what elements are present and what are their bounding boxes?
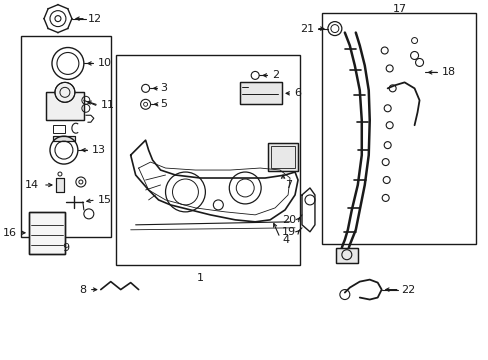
Text: 10: 10: [98, 58, 112, 68]
Text: 17: 17: [392, 4, 406, 14]
Bar: [270, 146, 294, 168]
Text: 18: 18: [441, 67, 455, 77]
Bar: [53, 136, 75, 141]
Text: 7: 7: [285, 180, 292, 190]
Text: 22: 22: [401, 284, 415, 294]
Text: 6: 6: [293, 88, 301, 98]
Text: 14: 14: [25, 180, 39, 190]
Text: 8: 8: [80, 284, 87, 294]
Bar: [46, 92, 83, 120]
Text: 15: 15: [98, 195, 112, 205]
Bar: [46, 92, 83, 120]
Bar: [116, 55, 300, 265]
Bar: [240, 82, 282, 104]
Bar: [321, 13, 475, 244]
Text: 19: 19: [281, 227, 295, 237]
Text: 11: 11: [101, 100, 115, 110]
Bar: [335, 248, 357, 263]
Bar: [335, 248, 357, 263]
Bar: [53, 136, 75, 141]
Bar: [53, 125, 65, 133]
Text: 21: 21: [299, 24, 313, 33]
Bar: [56, 178, 64, 192]
Bar: [29, 212, 65, 254]
Text: 13: 13: [92, 145, 105, 155]
Text: 5: 5: [160, 99, 167, 109]
Text: 9: 9: [62, 243, 69, 253]
Bar: [29, 212, 65, 254]
Bar: [240, 82, 282, 104]
Text: 20: 20: [281, 215, 295, 225]
Bar: [267, 143, 297, 171]
Bar: [267, 143, 297, 171]
Text: 2: 2: [271, 71, 279, 80]
Text: 1: 1: [197, 273, 203, 283]
Text: 4: 4: [282, 235, 288, 245]
Text: 12: 12: [88, 14, 102, 24]
Text: 16: 16: [3, 228, 17, 238]
Bar: [56, 178, 64, 192]
Circle shape: [55, 82, 75, 102]
Bar: [21, 36, 110, 237]
Text: 3: 3: [160, 84, 167, 93]
